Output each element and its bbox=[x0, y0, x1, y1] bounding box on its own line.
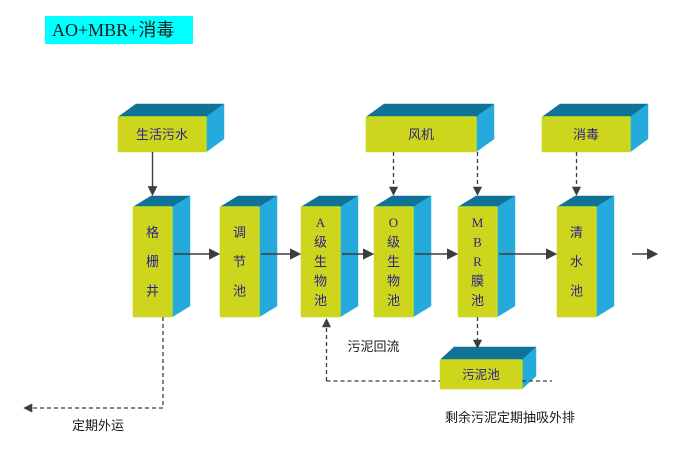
svg-text:定期外运: 定期外运 bbox=[72, 418, 124, 433]
svg-text:调: 调 bbox=[233, 225, 246, 240]
svg-text:节: 节 bbox=[233, 254, 246, 269]
svg-text:生活污水: 生活污水 bbox=[136, 127, 188, 142]
svg-text:A: A bbox=[316, 215, 326, 230]
svg-text:M: M bbox=[472, 215, 484, 230]
svg-text:风机: 风机 bbox=[408, 127, 434, 142]
svg-text:AO+MBR+消毒: AO+MBR+消毒 bbox=[52, 20, 174, 40]
svg-text:物: 物 bbox=[314, 274, 327, 289]
svg-text:池: 池 bbox=[233, 283, 246, 298]
svg-text:清: 清 bbox=[570, 225, 583, 240]
svg-text:物: 物 bbox=[387, 274, 400, 289]
svg-text:井: 井 bbox=[146, 283, 159, 298]
svg-text:O: O bbox=[389, 215, 398, 230]
svg-text:池: 池 bbox=[314, 293, 327, 308]
svg-text:格: 格 bbox=[146, 225, 159, 240]
svg-text:R: R bbox=[473, 254, 482, 269]
svg-text:栅: 栅 bbox=[146, 254, 159, 269]
svg-text:级: 级 bbox=[314, 235, 327, 250]
svg-text:膜: 膜 bbox=[471, 274, 484, 289]
svg-text:生: 生 bbox=[387, 254, 400, 269]
svg-text:级: 级 bbox=[387, 235, 400, 250]
svg-text:池: 池 bbox=[570, 283, 583, 298]
svg-text:池: 池 bbox=[471, 293, 484, 308]
svg-text:B: B bbox=[473, 235, 482, 250]
svg-text:消毒: 消毒 bbox=[573, 127, 599, 142]
svg-text:剩余污泥定期抽吸外排: 剩余污泥定期抽吸外排 bbox=[445, 410, 575, 425]
svg-text:池: 池 bbox=[387, 293, 400, 308]
svg-text:污泥回流: 污泥回流 bbox=[347, 339, 399, 354]
svg-text:生: 生 bbox=[314, 254, 327, 269]
svg-text:污泥池: 污泥池 bbox=[462, 368, 500, 382]
svg-text:水: 水 bbox=[570, 254, 583, 269]
